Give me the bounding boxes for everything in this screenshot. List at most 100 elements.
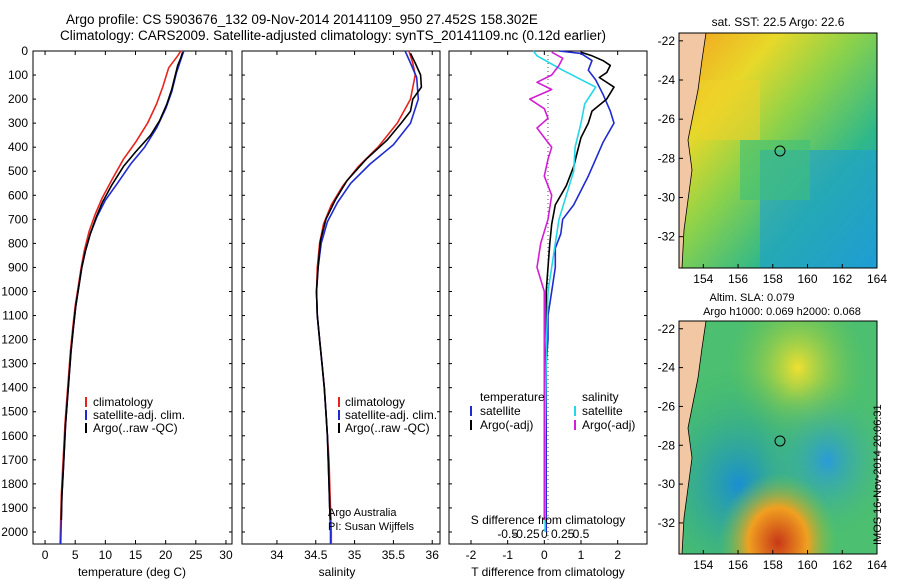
map-lon-label: 158	[763, 272, 783, 286]
map-lat-label: -32	[658, 516, 676, 530]
legend-s-satellite: satellite	[582, 404, 623, 418]
depth-tick-label: 1600	[1, 429, 28, 443]
x-tick-label: 0	[42, 548, 49, 562]
map-lon-label: 158	[763, 558, 783, 572]
s-diff-tick-label: 0.25	[551, 527, 575, 541]
sla-map-title: Altim. SLA: 0.079	[710, 292, 795, 304]
map-lat-label: -24	[658, 361, 676, 375]
depth-tick-label: 300	[8, 116, 28, 130]
legend-satellite-adj: satellite-adj. clim.	[345, 408, 437, 422]
depth-tick-label: 100	[8, 68, 28, 82]
map-lon-label: 160	[798, 272, 818, 286]
map-lon-label: 162	[832, 272, 852, 286]
depth-tick-label: 500	[8, 164, 28, 178]
map-lat-label: -28	[658, 438, 676, 452]
depth-tick-label: 200	[8, 92, 28, 106]
difference-legend: temperature salinity satellite Argo(-adj…	[470, 390, 635, 432]
map-lon-label: 156	[728, 558, 748, 572]
sla-map-subtitle: Argo h1000: 0.069 h2000: 0.068	[703, 306, 861, 318]
legend-argo: Argo(..raw -QC)	[93, 421, 178, 435]
depth-tick-label: 1700	[1, 453, 28, 467]
legend-climatology: climatology	[93, 395, 153, 409]
depth-tick-label: 1500	[1, 405, 28, 419]
legend-argo: Argo(..raw -QC)	[345, 421, 430, 435]
map-lon-label: 160	[798, 558, 818, 572]
map-lat-label: -30	[658, 477, 676, 491]
legend-temperature-heading: temperature	[480, 390, 545, 404]
x-tick-label: 34.5	[304, 548, 328, 562]
imos-timestamp: IMOS 16-Nov-2014 20:06:31	[872, 404, 884, 545]
legend-satellite-adj: satellite-adj. clim.	[93, 408, 185, 422]
s-diff-tick-label: -0.5	[497, 527, 518, 541]
depth-tick-label: 1000	[1, 284, 28, 298]
map-lat-label: -26	[658, 112, 676, 126]
series-line-t-satellite	[545, 50, 615, 532]
x-tick-label: 15	[129, 548, 143, 562]
legend-s-argo: Argo(-adj)	[582, 418, 635, 432]
x-tick-label: 34	[270, 548, 284, 562]
x-tick-label: 0	[541, 548, 548, 562]
x-tick-label: 1	[578, 548, 585, 562]
temperature-axis-label: temperature (deg C)	[78, 565, 186, 579]
map-lat-label: -22	[658, 322, 676, 336]
sst-map: sat. SST: 22.5 Argo: 22.6 154 156 158 160 16…	[658, 15, 888, 286]
x-tick-label: -1	[502, 548, 513, 562]
depth-tick-label: 1300	[1, 357, 28, 371]
series-line-s-satellite	[532, 50, 597, 532]
legend-climatology: climatology	[345, 395, 405, 409]
depth-tick-label: 1800	[1, 477, 28, 491]
figure-title-line2: Climatology: CARS2009. Satellite-adjuste…	[60, 28, 607, 43]
x-tick-label: 2	[614, 548, 621, 562]
legend-salinity-heading: salinity	[582, 390, 619, 404]
x-tick-label: 35.5	[382, 548, 406, 562]
map-lon-label: 164	[867, 558, 887, 572]
map-lat-label: -28	[658, 151, 676, 165]
x-tick-label: 5	[72, 548, 79, 562]
x-tick-label: 30	[219, 548, 233, 562]
depth-tick-label: 1400	[1, 381, 28, 395]
x-tick-label: 10	[99, 548, 113, 562]
depth-tick-label: 900	[8, 260, 28, 274]
map-lon-label: 164	[867, 272, 887, 286]
s-diff-tick-label: -0.25	[512, 527, 540, 541]
series-line-argo-raw-qc-	[315, 53, 423, 521]
map-lon-label: 154	[693, 558, 713, 572]
depth-tick-label: 1900	[1, 501, 28, 515]
map-lat-label: -26	[658, 399, 676, 413]
map-lat-label: -24	[658, 73, 676, 87]
credit-line1: Argo Australia	[328, 507, 397, 519]
map-lat-label: -30	[658, 191, 676, 205]
depth-tick-label: 0	[21, 44, 28, 58]
temperature-legend: climatology satellite-adj. clim. Argo(..…	[85, 395, 185, 435]
depth-tick-label: 1100	[2, 309, 28, 323]
depth-tick-label: 600	[8, 188, 28, 202]
legend-t-argo: Argo(-adj)	[480, 418, 533, 432]
depth-tick-label: 2000	[1, 525, 28, 539]
map-lon-label: 154	[693, 272, 713, 286]
map-lat-label: -22	[658, 34, 676, 48]
depth-tick-label: 800	[8, 236, 28, 250]
temperature-panel: 0 5 10 15 20 25 30	[32, 50, 233, 562]
x-tick-label: 25	[189, 548, 203, 562]
legend-t-satellite: satellite	[480, 404, 521, 418]
sst-map-title: sat. SST: 22.5 Argo: 22.6	[712, 15, 845, 29]
argo-position-marker	[774, 145, 786, 157]
x-tick-label: 20	[159, 548, 173, 562]
credit-line2: PI: Susan Wijffels	[328, 521, 414, 533]
s-diff-tick-label: 0.5	[573, 527, 590, 541]
sla-map: Altim. SLA: 0.079 Argo h1000: 0.069 h200…	[658, 292, 888, 572]
series-line-s-argo-adj-	[528, 51, 564, 520]
figure-title-line1: Argo profile: CS 5903676_132 09-Nov-2014…	[66, 12, 538, 27]
x-tick-label: 35	[348, 548, 362, 562]
s-difference-axis-label: S difference from climatology	[471, 513, 626, 527]
depth-tick-label: 400	[8, 140, 28, 154]
argo-position-marker	[774, 435, 786, 447]
x-tick-label: -2	[466, 548, 477, 562]
s-diff-tick-label: 0	[541, 527, 548, 541]
t-difference-axis-label: T difference from climatology	[471, 565, 625, 579]
series-line-argo-raw-qc-	[60, 51, 184, 521]
map-lon-label: 156	[728, 272, 748, 286]
salinity-legend: climatology satellite-adj. clim. Argo(..…	[328, 395, 437, 533]
difference-panel: -2 -1 0 1 2 -0.5-0.25 0 0.250.5	[448, 50, 648, 562]
